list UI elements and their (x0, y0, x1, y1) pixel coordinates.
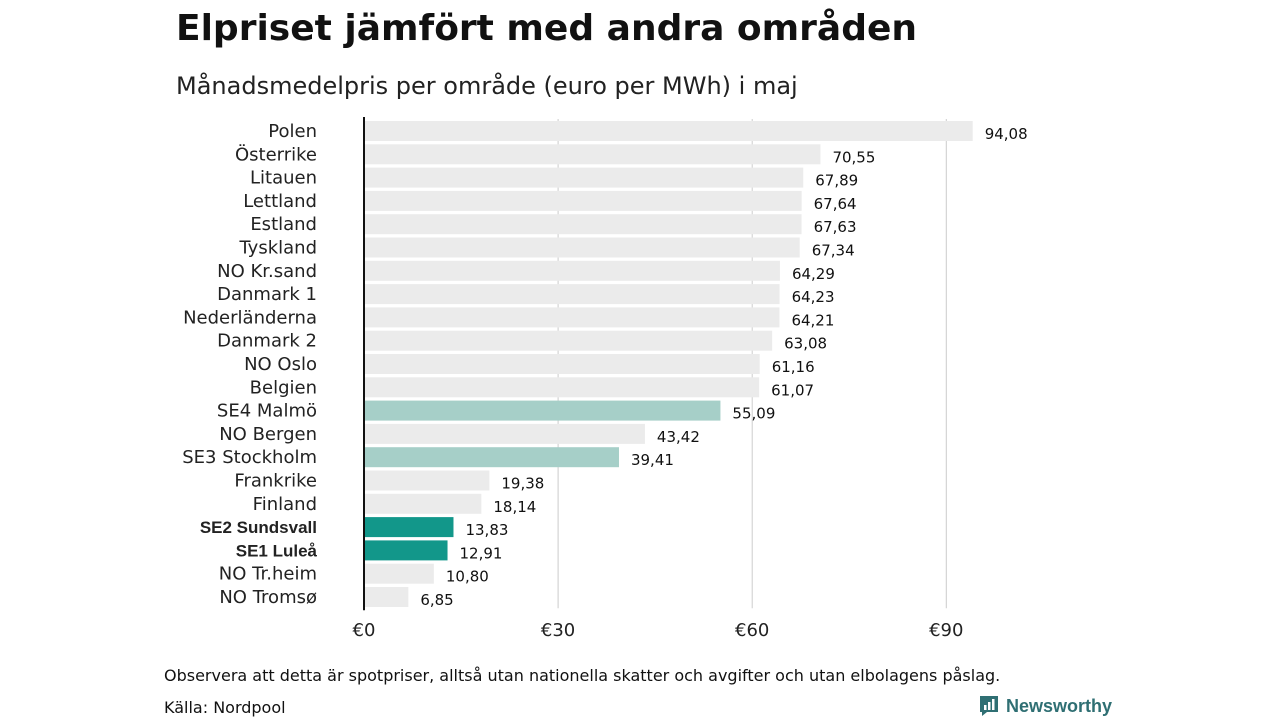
category-label: Österrike (235, 143, 317, 165)
bar (364, 377, 760, 398)
bar (364, 237, 800, 258)
bar (364, 307, 780, 328)
bar (364, 144, 821, 165)
category-label: NO Tr.heim (219, 564, 317, 585)
bar (364, 121, 973, 141)
value-label: 64,29 (792, 265, 835, 283)
category-label: Belgien (250, 377, 317, 398)
category-label: SE1 Luleå (236, 541, 318, 560)
value-label: 39,41 (631, 451, 674, 469)
x-tick-label: €30 (541, 620, 575, 641)
value-label: 55,09 (732, 405, 775, 423)
value-label: 61,16 (772, 358, 815, 376)
value-label: 13,83 (465, 521, 508, 539)
value-label: 10,80 (446, 568, 489, 586)
value-label: 12,91 (460, 544, 503, 562)
category-label: Finland (253, 494, 317, 515)
category-label: SE4 Malmö (217, 401, 317, 422)
value-label: 61,07 (771, 381, 814, 399)
category-label: Danmark 2 (217, 331, 317, 352)
value-label: 70,55 (832, 148, 875, 166)
bar (364, 493, 482, 514)
category-label: Litauen (250, 168, 317, 189)
source-note: Källa: Nordpool (164, 698, 286, 717)
bar (364, 423, 645, 444)
value-label: 94,08 (985, 125, 1028, 143)
category-label: Frankrike (234, 471, 317, 492)
value-label: 67,34 (812, 242, 855, 260)
category-label: Lettland (243, 191, 317, 212)
value-label: 67,89 (815, 172, 858, 190)
category-label: Danmark 1 (217, 284, 317, 305)
category-label: SE3 Stockholm (182, 447, 317, 468)
chart-title: Elpriset jämfört med andra områden (176, 8, 918, 49)
bar (364, 167, 804, 188)
brand-name: Newsworthy (1006, 695, 1113, 716)
bar (364, 563, 434, 584)
value-label: 64,21 (791, 311, 834, 329)
bar (364, 190, 802, 211)
category-label: NO Bergen (219, 424, 317, 445)
bar (364, 214, 802, 235)
bar (364, 447, 619, 468)
category-label: Tyskland (238, 238, 317, 259)
value-label: 6,85 (420, 591, 453, 609)
category-label: SE2 Sundsvall (200, 518, 317, 537)
bar (364, 330, 773, 351)
value-label: 67,64 (814, 195, 857, 213)
bar (364, 354, 760, 374)
bar (364, 260, 780, 281)
category-label: NO Oslo (244, 354, 317, 375)
bar (364, 284, 780, 305)
x-tick-label: €90 (929, 620, 963, 641)
bar (364, 400, 721, 421)
footnote: Observera att detta är spotpriser, allts… (164, 666, 1001, 685)
bar (364, 517, 454, 538)
value-label: 67,63 (814, 218, 857, 236)
bar (364, 540, 448, 561)
value-label: 18,14 (493, 498, 536, 516)
newsworthy-logo-icon (980, 696, 998, 716)
brand: Newsworthy (978, 694, 1112, 718)
value-label: 43,42 (657, 428, 700, 446)
bar (364, 470, 490, 491)
bar (364, 587, 409, 607)
category-label: NO Tromsø (219, 587, 317, 608)
category-label: Estland (250, 214, 317, 235)
x-tick-label: €0 (353, 620, 376, 641)
chart-subtitle: Månadsmedelpris per område (euro per MWh… (176, 72, 798, 100)
category-label: Polen (268, 121, 317, 142)
category-label: Nederländerna (183, 307, 317, 328)
value-label: 64,23 (792, 288, 835, 306)
category-label: NO Kr.sand (217, 261, 317, 282)
value-label: 63,08 (784, 335, 827, 353)
bar-chart: Polen 94,08 Österrike 70,55 Litauen 67,89 Lett… (182, 117, 1028, 641)
x-tick-label: €60 (735, 620, 769, 641)
value-label: 19,38 (501, 475, 544, 493)
